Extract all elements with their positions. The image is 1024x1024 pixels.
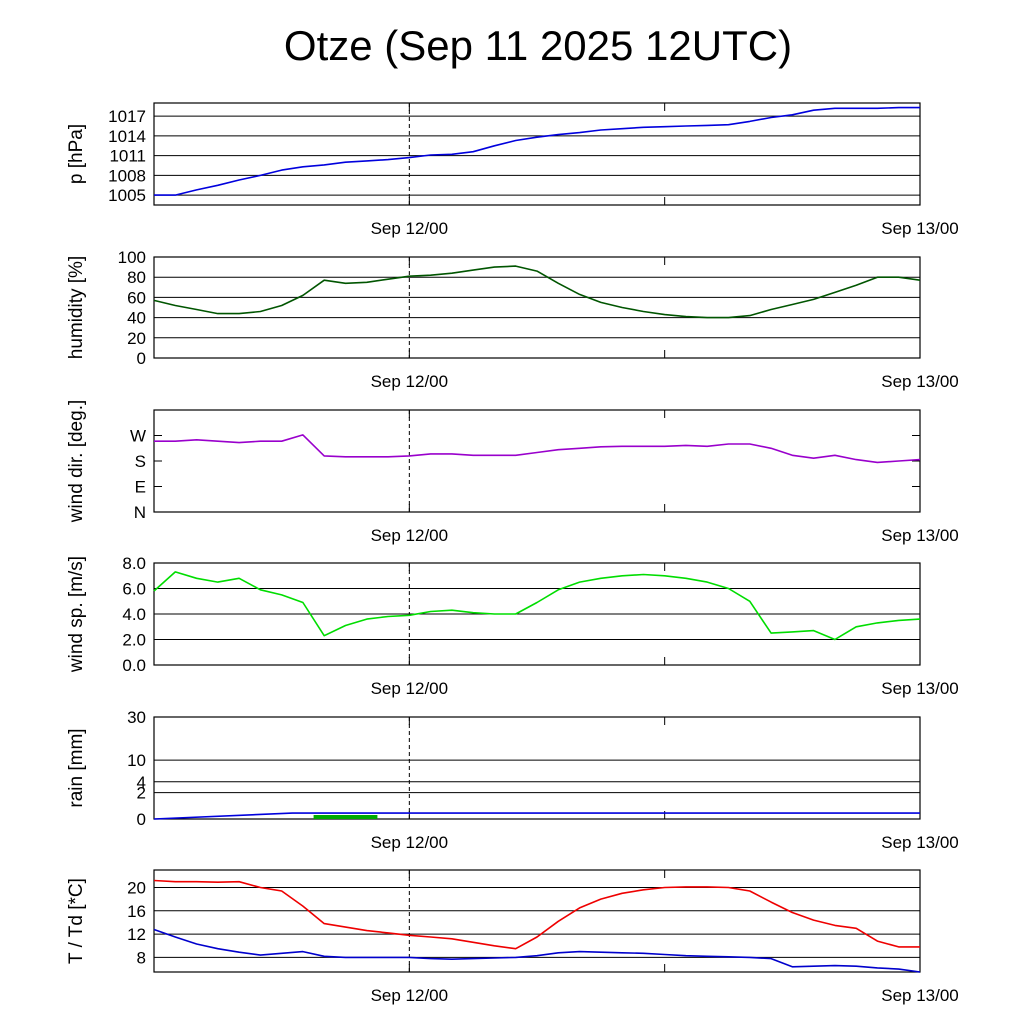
rain-panel: 0 24 10 30 Sep 12/00 Sep 13/00 rain [mm] [66,708,959,852]
x-tick-label: Sep 12/00 [371,986,449,1005]
plot-frame [153,256,921,359]
temperature-line [153,879,920,950]
y-tick-label: E [135,478,146,497]
x-tick-label: Sep 13/00 [881,372,959,391]
x-tick-label: Sep 13/00 [881,833,959,852]
plot-frame [153,869,921,973]
x-tick-label: Sep 13/00 [881,526,959,545]
y-tick-label: 12 [127,925,146,944]
y-tick-label: 4.0 [122,605,146,624]
y-tick-label: 1008 [108,166,146,185]
y-tick-label: 30 [127,708,146,727]
y-tick-label: 20 [127,878,146,897]
y-axis-label: T / Td [*C] [66,878,87,964]
page-title: Otze (Sep 11 2025 12UTC) [283,22,793,69]
wind-direction-line [154,434,921,464]
y-tick-label: N [134,503,146,522]
humidity-line [153,265,921,319]
y-tick-label: 0 [137,810,146,829]
y-axis-label: humidity [%] [66,256,87,359]
y-tick-label: W [130,427,146,446]
x-tick-label: Sep 12/00 [371,219,449,238]
x-tick-label: Sep 13/00 [881,986,959,1005]
y-tick-label: 8 [137,948,146,967]
plot-frame [153,409,921,513]
rain-shade-bar [313,815,378,819]
y-tick-label: 1017 [108,107,146,126]
y-tick-label: 60 [127,288,146,307]
x-tick-label: Sep 12/00 [371,526,449,545]
x-tick-label: Sep 12/00 [371,372,449,391]
y-tick-label: 0 [137,349,146,368]
y-tick-label: 4 [137,773,146,792]
wind-speed-panel: 0.0 2.0 4.0 6.0 8.0 Sep 12/00 Sep 13/00 wind sp… [66,554,959,698]
y-axis-label: rain [mm] [66,728,87,807]
rain-total-line [153,812,920,820]
temperature-dewpoint-panel: 8 12 16 20 Sep 12/00 Sep 13/00 T / Td [*C] [66,869,959,1005]
x-tick-label: Sep 12/00 [371,833,449,852]
y-tick-label: 80 [127,268,146,287]
y-tick-label: 6.0 [122,580,146,599]
y-tick-label: 8.0 [122,554,146,573]
x-tick-label: Sep 12/00 [371,679,449,698]
y-tick-label: 40 [127,309,146,328]
y-tick-label: 100 [118,248,146,267]
y-tick-label: 1011 [109,147,146,166]
x-tick-label: Sep 13/00 [881,679,959,698]
y-tick-label: 1014 [108,127,146,146]
y-tick-label: 2.0 [122,631,146,650]
y-tick-label: 0.0 [122,656,146,675]
y-tick-label: 16 [127,902,146,921]
y-tick-label: 20 [127,329,146,348]
wind-speed-line [153,571,921,641]
y-tick-label: 2 [137,784,146,803]
y-axis-label: p [hPa] [66,124,87,184]
plot-frame [153,102,921,206]
plot-frame [153,716,921,820]
pressure-line [154,106,920,196]
x-tick-label: Sep 13/00 [881,219,959,238]
y-tick-label: 1005 [108,186,146,205]
y-axis-label: wind sp. [m/s] [66,556,87,673]
y-tick-label: S [135,452,146,471]
y-axis-label: wind dir. [deg.] [66,400,87,524]
dewpoint-line [153,928,921,973]
y-tick-label: 10 [127,751,146,770]
